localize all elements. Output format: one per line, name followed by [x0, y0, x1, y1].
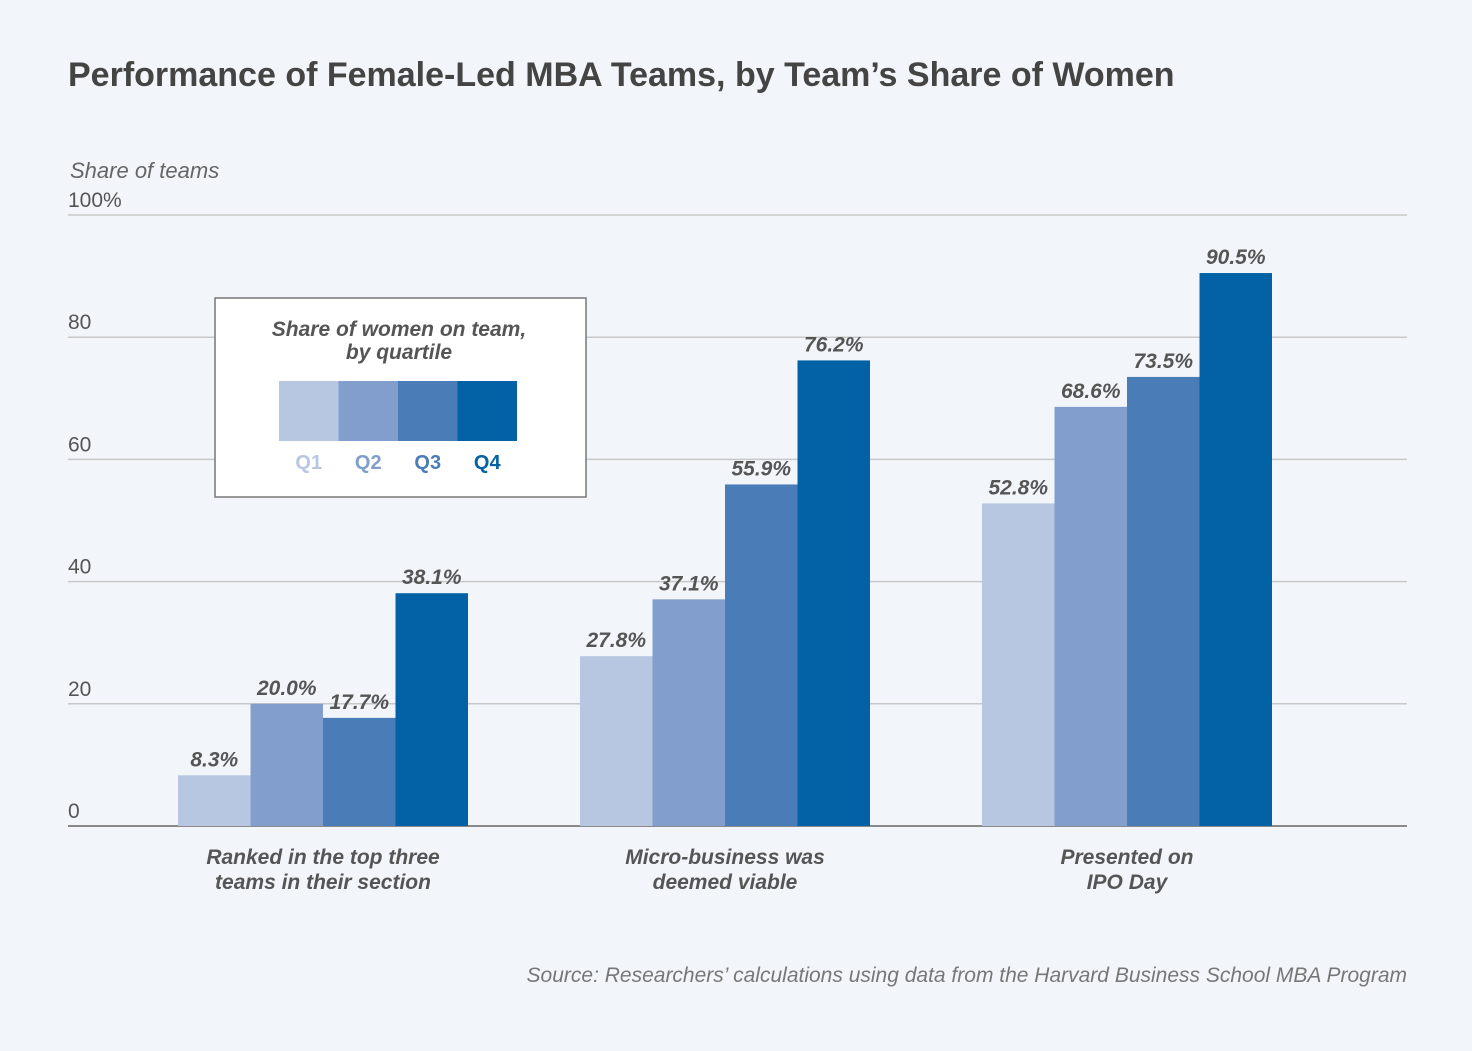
legend: Share of women on team, by quartile Q1 Q2… [214, 297, 587, 498]
category-label-1-line-1: Ranked in the top three [206, 846, 440, 869]
data-label-q2-cat3: 68.6% [1061, 380, 1121, 403]
bar-q3-cat1 [323, 717, 396, 826]
data-label-q3-cat1: 17.7% [329, 691, 389, 714]
legend-label-q3: Q3 [414, 452, 441, 474]
legend-label-q1: Q1 [295, 452, 322, 474]
data-labels: 8.3% 20.0% 17.7% 38.1% 27.8% 37.1% 55.9% 76.2% 5… [190, 246, 1266, 771]
y-tick-label-20: 20 [68, 678, 91, 701]
legend-swatches: Q1 Q2 Q3 Q4 [279, 381, 517, 474]
data-label-q2-cat2: 37.1% [659, 572, 719, 595]
legend-swatch-q4 [457, 381, 517, 441]
y-tick-label-100: 100% [68, 189, 122, 212]
bar-q4-cat2 [797, 360, 870, 826]
data-label-q1-cat1: 8.3% [190, 748, 238, 771]
category-label-3-line-1: Presented on [1060, 846, 1193, 869]
y-tick-label-80: 80 [68, 311, 91, 334]
legend-label-q2: Q2 [355, 452, 382, 474]
bar-q1-cat3 [982, 503, 1055, 826]
bars [178, 273, 1272, 826]
chart-title: Performance of Female-Led MBA Teams, by … [68, 56, 1175, 94]
bar-q4-cat1 [395, 593, 468, 826]
legend-label-q4: Q4 [474, 452, 502, 474]
y-tick-label-40: 40 [68, 556, 91, 579]
category-label-1-line-2: teams in their section [215, 871, 431, 894]
category-label-2-line-1: Micro-business was [625, 846, 825, 869]
data-label-q1-cat2: 27.8% [585, 629, 646, 652]
legend-swatch-q2 [338, 381, 398, 441]
y-tick-label-60: 60 [68, 433, 91, 456]
legend-title-line-2: by quartile [346, 341, 453, 364]
data-label-q4-cat1: 38.1% [402, 566, 462, 589]
category-label-2-line-2: deemed viable [653, 871, 798, 894]
bar-q3-cat2 [725, 484, 798, 826]
data-label-q3-cat3: 73.5% [1133, 350, 1193, 373]
bar-q3-cat3 [1127, 376, 1200, 826]
bar-q2-cat2 [652, 599, 725, 826]
bar-q2-cat3 [1054, 406, 1127, 826]
source-note: Source: Researchers’ calculations using … [527, 964, 1407, 987]
bar-q1-cat1 [178, 775, 251, 826]
category-label-3-line-2: IPO Day [1087, 871, 1169, 894]
data-label-q4-cat3: 90.5% [1206, 246, 1266, 269]
y-tick-label-0: 0 [68, 800, 80, 823]
legend-swatch-q3 [398, 381, 458, 441]
legend-title-line-1: Share of women on team, [272, 318, 526, 341]
legend-swatch-q1 [279, 381, 339, 441]
y-axis-label: Share of teams [70, 158, 219, 183]
data-label-q4-cat2: 76.2% [804, 333, 864, 356]
bar-q4-cat3 [1199, 273, 1272, 826]
bar-q2-cat1 [250, 703, 323, 826]
data-label-q3-cat2: 55.9% [731, 457, 791, 480]
y-axis-ticks: 0 20 40 60 80 100% [68, 189, 122, 823]
data-label-q2-cat1: 20.0% [256, 677, 317, 700]
data-label-q1-cat3: 52.8% [988, 476, 1048, 499]
bar-q1-cat2 [580, 656, 653, 826]
